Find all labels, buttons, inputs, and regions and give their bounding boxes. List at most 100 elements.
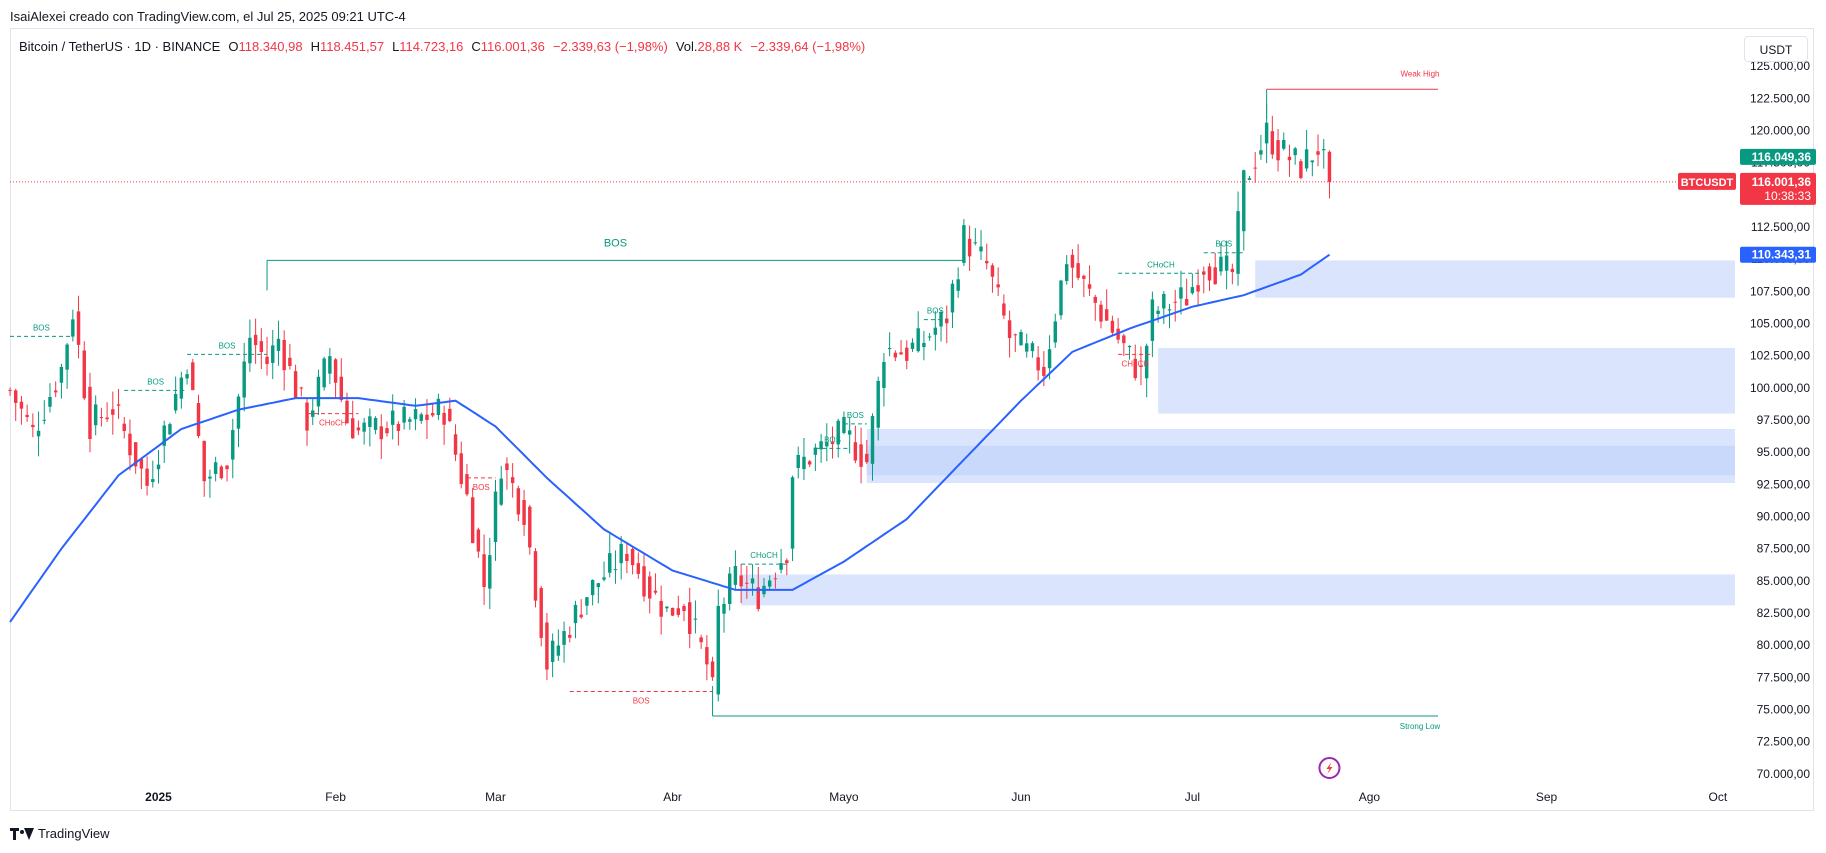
candle-body [985, 260, 989, 264]
price-tag-current-label: 116.001,36 [1752, 175, 1812, 189]
candle-body [625, 553, 629, 562]
candle-body [128, 433, 132, 456]
candle-body [1099, 304, 1103, 322]
candle-body [1093, 296, 1097, 303]
candle-body [71, 319, 75, 337]
candle-body [550, 640, 555, 662]
candle-body [259, 341, 264, 352]
candle-body [436, 398, 441, 416]
candle-body [739, 575, 743, 587]
candle-body [1316, 151, 1320, 155]
candle-body [482, 554, 486, 587]
candle-body [859, 444, 863, 467]
candle-body [1007, 320, 1012, 339]
candle-body [379, 426, 383, 440]
candle-body [1139, 366, 1143, 368]
candle-body [42, 419, 46, 421]
high-label: H [310, 39, 320, 54]
candle-body [213, 462, 218, 474]
candle-body [967, 238, 972, 257]
candle-body [1019, 332, 1023, 346]
candle-body [1299, 161, 1303, 179]
candle-body [242, 361, 246, 398]
candle-body [316, 376, 321, 407]
candle-body [1133, 358, 1137, 379]
candle-body [1219, 256, 1223, 272]
x-tick-label: Mar [485, 790, 506, 804]
demand-zone [1255, 260, 1735, 298]
candle-body [568, 634, 572, 638]
candle-body [1224, 255, 1229, 271]
y-tick-label: 105.000,00 [1750, 316, 1810, 330]
candle-body [465, 474, 469, 495]
candle-body [979, 246, 983, 252]
candle-body [825, 441, 829, 447]
candle-body [693, 618, 698, 620]
low-value: 114.723,16 [399, 39, 464, 54]
candle-body [665, 606, 669, 609]
candle-body [208, 476, 212, 479]
candle-body [745, 582, 749, 584]
candle-body [916, 328, 920, 352]
candle-body [1002, 303, 1006, 316]
candle-body [311, 410, 315, 417]
x-tick-label: 2025 [145, 790, 172, 804]
candle-body [922, 342, 926, 348]
structure-label: BOS [33, 323, 50, 332]
candle-body [1082, 275, 1086, 279]
candle-body [488, 555, 492, 589]
candle-body [636, 563, 641, 574]
symbol-title[interactable]: Bitcoin / TetherUS · 1D · BINANCE [19, 39, 221, 54]
moving-average-line [9, 253, 1331, 623]
candle-body [425, 414, 429, 420]
currency-button[interactable]: USDT [1744, 36, 1808, 62]
candle-body [1047, 349, 1052, 369]
candle-body [419, 414, 423, 421]
symbol-legend[interactable]: Bitcoin / TetherUS · 1D · BINANCE O 118.3… [19, 39, 865, 54]
candle-body [185, 374, 189, 379]
candle-body [476, 529, 481, 552]
weak-high-label: Weak High [1400, 69, 1439, 78]
candle-body [1304, 149, 1309, 169]
candle-body [510, 477, 515, 484]
candle-body [642, 566, 646, 597]
y-tick-label: 122.500,00 [1750, 91, 1810, 105]
candle-body [1322, 149, 1326, 151]
candle-body [882, 361, 886, 389]
candle-body [345, 400, 349, 424]
candle-body [716, 605, 720, 695]
candle-body [8, 389, 12, 391]
candle-body [1247, 178, 1252, 180]
candle-body [493, 491, 498, 543]
candle-body [699, 637, 703, 643]
candle-body [1127, 345, 1132, 348]
candle-body [196, 403, 201, 437]
candle-body [1293, 148, 1297, 156]
candle-body [1282, 139, 1286, 149]
candle-body [545, 622, 549, 670]
candle-body [133, 442, 138, 467]
candle-body [351, 418, 355, 439]
structure-label: BOS [219, 341, 236, 350]
y-tick-label: 92.500,00 [1757, 477, 1811, 491]
structure-label: CHoCH [750, 551, 778, 560]
candle-body [231, 430, 235, 460]
candle-body [516, 488, 521, 515]
candle-body [93, 404, 98, 426]
candle-body [842, 416, 846, 433]
y-tick-label: 100.000,00 [1750, 381, 1810, 395]
candle-body [356, 427, 361, 431]
candle-body [448, 408, 452, 422]
candle-body [1196, 285, 1200, 292]
candle-body [927, 336, 932, 338]
candle-body [893, 352, 898, 358]
x-tick-label: Jun [1011, 790, 1030, 804]
candle-body [271, 345, 275, 363]
close-label: C [471, 39, 481, 54]
candle-body [373, 417, 378, 430]
candle-body [773, 578, 778, 580]
price-tag-current [1740, 172, 1816, 205]
tradingview-brand[interactable]: TradingView [10, 826, 110, 841]
candle-body [1076, 263, 1080, 278]
